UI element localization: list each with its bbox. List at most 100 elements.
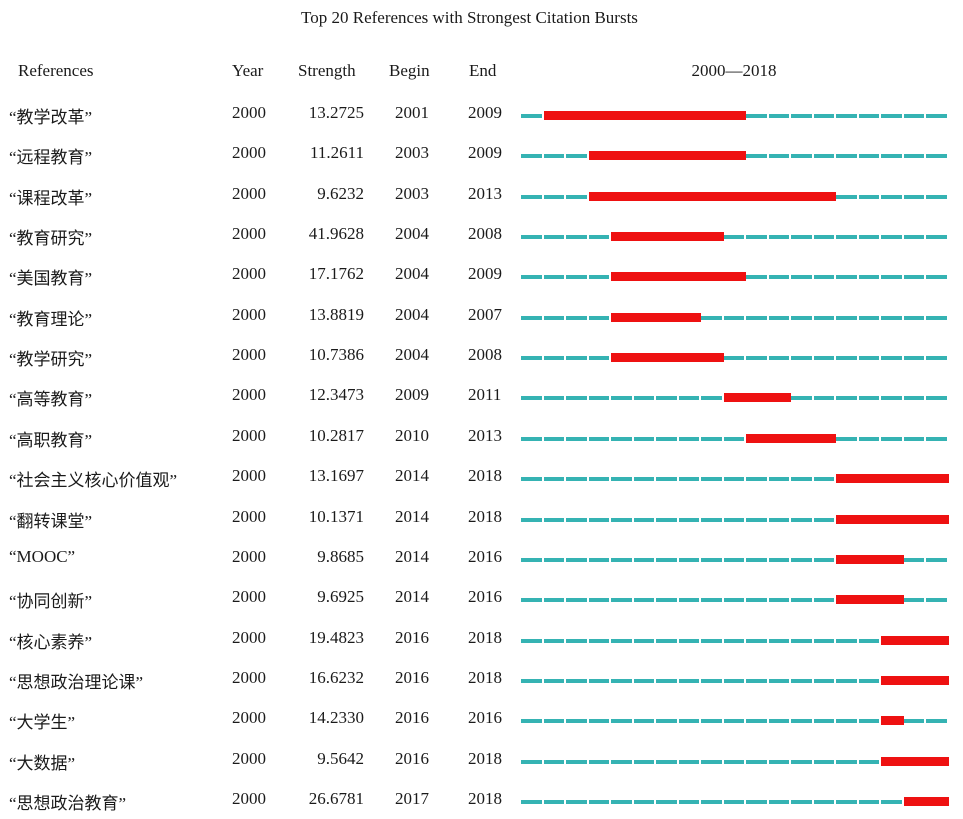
timeline-segment xyxy=(521,275,542,280)
burst-segment xyxy=(701,191,724,201)
timeline-segment xyxy=(746,477,767,482)
timeline-segment xyxy=(633,759,655,764)
timeline-segment xyxy=(836,356,857,361)
timeline-segment xyxy=(813,315,835,320)
begin-value: 2001 xyxy=(395,103,429,122)
burst-segment xyxy=(903,514,927,524)
header-timeline-range: 2000—2018 xyxy=(691,61,777,80)
timeline-segment xyxy=(723,477,745,482)
timeline-segment xyxy=(768,598,790,603)
timeline-segment xyxy=(903,598,925,603)
timeline-segment xyxy=(633,396,655,401)
burst-segment xyxy=(881,595,904,605)
timeline-segment xyxy=(521,396,542,401)
end-value: 2013 xyxy=(468,425,502,445)
timeline-segment xyxy=(746,356,767,361)
begin-value: 2016 xyxy=(395,708,429,728)
reference-label: “教学研究” xyxy=(9,350,93,370)
timeline-segment xyxy=(858,799,880,804)
timeline-segment xyxy=(791,315,812,320)
timeline-segment xyxy=(521,557,542,562)
burst-segment xyxy=(836,554,859,564)
timeline-segment xyxy=(611,436,632,441)
strength-value: 19.4823 xyxy=(308,627,364,647)
timeline-segment xyxy=(611,517,632,522)
timeline-segment xyxy=(926,154,947,159)
burst-segment xyxy=(656,191,679,201)
timeline-segment xyxy=(701,396,722,401)
timeline-segment xyxy=(543,356,565,361)
timeline-segment xyxy=(566,477,587,482)
timeline-segment xyxy=(588,235,610,240)
burst-timeline xyxy=(521,789,949,813)
timeline-segment xyxy=(521,759,542,764)
timeline-segment xyxy=(746,315,767,320)
timeline-segment xyxy=(903,275,925,280)
timeline-segment xyxy=(903,557,925,562)
burst-segment xyxy=(678,111,702,120)
begin-value: 2010 xyxy=(395,425,429,445)
begin-value: 2004 xyxy=(395,264,429,284)
timeline-segment xyxy=(588,396,610,401)
timeline-segment xyxy=(678,436,700,441)
timeline-segment xyxy=(813,799,835,804)
table-row: “核心素养” 2000 19.4823 2016 2018 xyxy=(0,628,963,652)
burst-timeline xyxy=(521,224,949,248)
timeline-segment xyxy=(723,315,745,320)
burst-segment xyxy=(723,111,747,120)
burst-segment xyxy=(588,151,612,161)
timeline-segment xyxy=(566,517,587,522)
end-value: 2018 xyxy=(468,466,502,486)
reference-label: “MOOC” xyxy=(9,546,76,566)
timeline-segment xyxy=(543,235,565,240)
burst-segment xyxy=(791,191,814,201)
timeline-segment xyxy=(588,315,610,320)
burst-segment xyxy=(768,393,792,403)
burst-segment xyxy=(746,191,769,201)
strength-value: 41.9628 xyxy=(308,224,364,244)
timeline-segment xyxy=(566,275,587,280)
timeline-segment xyxy=(881,799,902,804)
timeline-segment xyxy=(633,477,655,482)
burst-segment xyxy=(678,191,702,201)
begin-value: 2004 xyxy=(395,304,429,324)
timeline-segment xyxy=(701,638,722,643)
timeline-segment xyxy=(566,436,587,441)
strength-value: 16.6232 xyxy=(308,667,364,687)
timeline-segment xyxy=(768,799,790,804)
timeline-segment xyxy=(701,759,722,764)
timeline-segment xyxy=(656,598,677,603)
burst-segment xyxy=(611,272,634,282)
burst-segment xyxy=(881,514,904,524)
timeline-segment xyxy=(813,557,835,562)
timeline-segment xyxy=(521,194,542,199)
burst-segment xyxy=(678,312,702,322)
timeline-segment xyxy=(678,719,700,724)
timeline-segment xyxy=(881,315,902,320)
timeline-segment xyxy=(656,436,677,441)
timeline-segment xyxy=(543,638,565,643)
timeline-segment xyxy=(836,719,857,724)
timeline-segment xyxy=(723,436,745,441)
burst-segment xyxy=(678,232,702,242)
timeline-segment xyxy=(566,799,587,804)
timeline-segment xyxy=(746,235,767,240)
begin-value: 2017 xyxy=(395,788,429,808)
timeline-segment xyxy=(656,678,677,683)
burst-timeline xyxy=(521,345,949,369)
timeline-segment xyxy=(588,719,610,724)
timeline-segment xyxy=(881,356,902,361)
begin-value: 2004 xyxy=(395,224,429,244)
timeline-segment xyxy=(858,436,880,441)
timeline-segment xyxy=(543,598,565,603)
burst-segment xyxy=(656,272,679,282)
end-value: 2008 xyxy=(468,345,502,365)
timeline-segment xyxy=(566,759,587,764)
timeline-segment xyxy=(521,356,542,361)
burst-segment xyxy=(701,151,724,161)
burst-segment xyxy=(903,675,927,685)
year-value: 2000 xyxy=(232,748,266,768)
timeline-segment xyxy=(768,275,790,280)
timeline-segment xyxy=(903,719,925,724)
strength-value: 12.3473 xyxy=(308,385,364,405)
